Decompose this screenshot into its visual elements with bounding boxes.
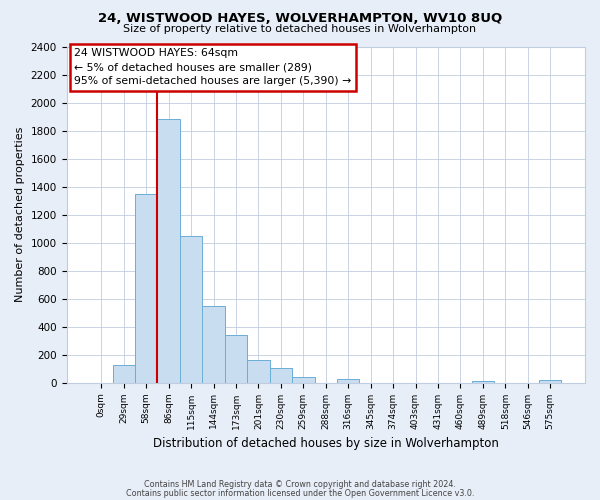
Bar (225, 335, 247, 382)
Bar (113, 365, 135, 382)
Text: Contains HM Land Registry data © Crown copyright and database right 2024.: Contains HM Land Registry data © Crown c… (144, 480, 456, 489)
Bar (539, 380, 562, 382)
Bar (157, 120, 180, 382)
Text: Size of property relative to detached houses in Wolverhampton: Size of property relative to detached ho… (124, 24, 476, 34)
Bar (180, 236, 202, 382)
Bar (135, 194, 157, 382)
Bar (337, 379, 359, 382)
Text: 24, WISTWOOD HAYES, WOLVERHAMPTON, WV10 8UQ: 24, WISTWOOD HAYES, WOLVERHAMPTON, WV10 … (98, 12, 502, 26)
Bar (269, 368, 292, 382)
X-axis label: Distribution of detached houses by size in Wolverhampton: Distribution of detached houses by size … (153, 437, 499, 450)
Bar (292, 377, 314, 382)
Text: Contains public sector information licensed under the Open Government Licence v3: Contains public sector information licen… (126, 488, 474, 498)
Bar (472, 381, 494, 382)
Bar (247, 360, 269, 382)
Y-axis label: Number of detached properties: Number of detached properties (15, 127, 25, 302)
Text: 24 WISTWOOD HAYES: 64sqm
← 5% of detached houses are smaller (289)
95% of semi-d: 24 WISTWOOD HAYES: 64sqm ← 5% of detache… (74, 48, 352, 86)
Bar (202, 306, 225, 382)
